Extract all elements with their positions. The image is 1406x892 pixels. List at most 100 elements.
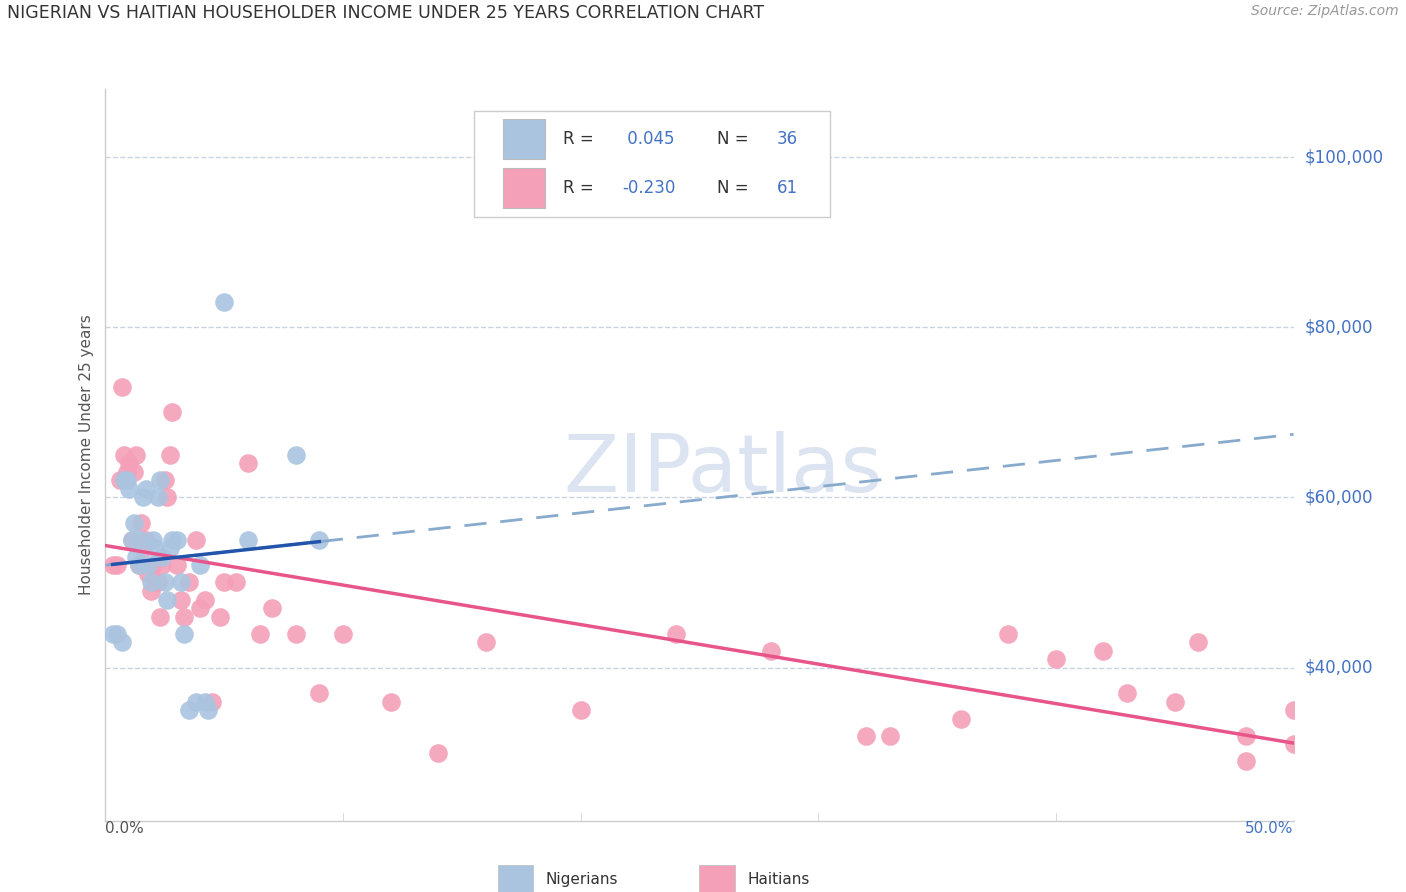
Point xyxy=(121,533,143,547)
Point xyxy=(101,558,124,573)
Point xyxy=(260,601,283,615)
Text: N =: N = xyxy=(717,130,754,148)
Text: $80,000: $80,000 xyxy=(1305,318,1374,336)
Point xyxy=(146,491,169,505)
Point xyxy=(105,558,128,573)
Point xyxy=(105,626,128,640)
Point xyxy=(1234,729,1257,743)
Text: R =: R = xyxy=(562,179,599,197)
Point xyxy=(194,592,217,607)
Point xyxy=(173,609,195,624)
Point xyxy=(115,465,138,479)
Point xyxy=(160,533,183,547)
Point xyxy=(236,457,259,471)
Text: 36: 36 xyxy=(776,130,797,148)
Point xyxy=(997,626,1019,640)
Point xyxy=(132,541,155,556)
Point xyxy=(1282,737,1305,751)
Point xyxy=(170,592,193,607)
Point xyxy=(101,626,124,640)
Point xyxy=(170,575,193,590)
Point xyxy=(665,626,688,640)
Point xyxy=(153,474,176,488)
Point xyxy=(136,566,159,581)
Point xyxy=(177,575,200,590)
Point xyxy=(855,729,877,743)
Point xyxy=(1092,643,1115,657)
Point xyxy=(159,541,181,556)
Point xyxy=(332,626,354,640)
Point xyxy=(111,380,134,394)
Point xyxy=(184,533,207,547)
Point xyxy=(114,448,136,462)
Point xyxy=(143,541,166,556)
Point xyxy=(118,482,141,496)
Point xyxy=(121,533,143,547)
Y-axis label: Householder Income Under 25 years: Householder Income Under 25 years xyxy=(79,315,94,595)
Point xyxy=(153,575,176,590)
FancyBboxPatch shape xyxy=(503,119,546,159)
Point xyxy=(1045,652,1067,666)
Point xyxy=(284,626,307,640)
Point xyxy=(177,703,200,717)
Point xyxy=(122,516,145,530)
Point xyxy=(129,533,152,547)
Point xyxy=(201,695,224,709)
Text: -0.230: -0.230 xyxy=(623,179,676,197)
FancyBboxPatch shape xyxy=(503,168,546,208)
Point xyxy=(214,575,236,590)
Point xyxy=(128,558,150,573)
Point xyxy=(146,575,169,590)
Point xyxy=(166,533,188,547)
Point xyxy=(949,712,972,726)
Point xyxy=(1164,695,1187,709)
Point xyxy=(149,474,172,488)
Text: NIGERIAN VS HAITIAN HOUSEHOLDER INCOME UNDER 25 YEARS CORRELATION CHART: NIGERIAN VS HAITIAN HOUSEHOLDER INCOME U… xyxy=(7,4,763,22)
Point xyxy=(142,533,165,547)
Point xyxy=(474,635,496,649)
Point xyxy=(149,609,172,624)
Point xyxy=(879,729,901,743)
Point xyxy=(1282,703,1305,717)
Point xyxy=(115,474,138,488)
Point xyxy=(380,695,402,709)
Point xyxy=(136,558,159,573)
Point xyxy=(1116,686,1139,700)
Point xyxy=(152,549,174,564)
Text: R =: R = xyxy=(562,130,599,148)
Point xyxy=(427,746,450,760)
Point xyxy=(139,584,162,599)
Point xyxy=(284,448,307,462)
Point xyxy=(122,465,145,479)
Point xyxy=(308,533,330,547)
Point xyxy=(225,575,247,590)
Point xyxy=(118,457,141,471)
Point xyxy=(108,474,131,488)
FancyBboxPatch shape xyxy=(498,864,533,892)
Point xyxy=(128,558,150,573)
Text: 50.0%: 50.0% xyxy=(1246,821,1294,836)
Point xyxy=(142,558,165,573)
Text: 0.045: 0.045 xyxy=(623,130,675,148)
Point xyxy=(152,558,174,573)
Point xyxy=(190,601,212,615)
Point xyxy=(111,635,134,649)
Text: $100,000: $100,000 xyxy=(1305,148,1384,166)
Point xyxy=(249,626,271,640)
Text: Haitians: Haitians xyxy=(747,871,810,887)
Point xyxy=(1234,754,1257,768)
Point xyxy=(156,592,179,607)
Text: N =: N = xyxy=(717,179,754,197)
Point xyxy=(129,516,152,530)
Point xyxy=(208,609,231,624)
Point xyxy=(173,626,195,640)
Point xyxy=(125,448,148,462)
FancyBboxPatch shape xyxy=(474,112,830,218)
Text: Source: ZipAtlas.com: Source: ZipAtlas.com xyxy=(1251,4,1399,19)
Point xyxy=(125,549,148,564)
Point xyxy=(160,405,183,419)
Point xyxy=(194,695,217,709)
Point xyxy=(135,533,157,547)
Point xyxy=(132,491,155,505)
Point xyxy=(1187,635,1209,649)
